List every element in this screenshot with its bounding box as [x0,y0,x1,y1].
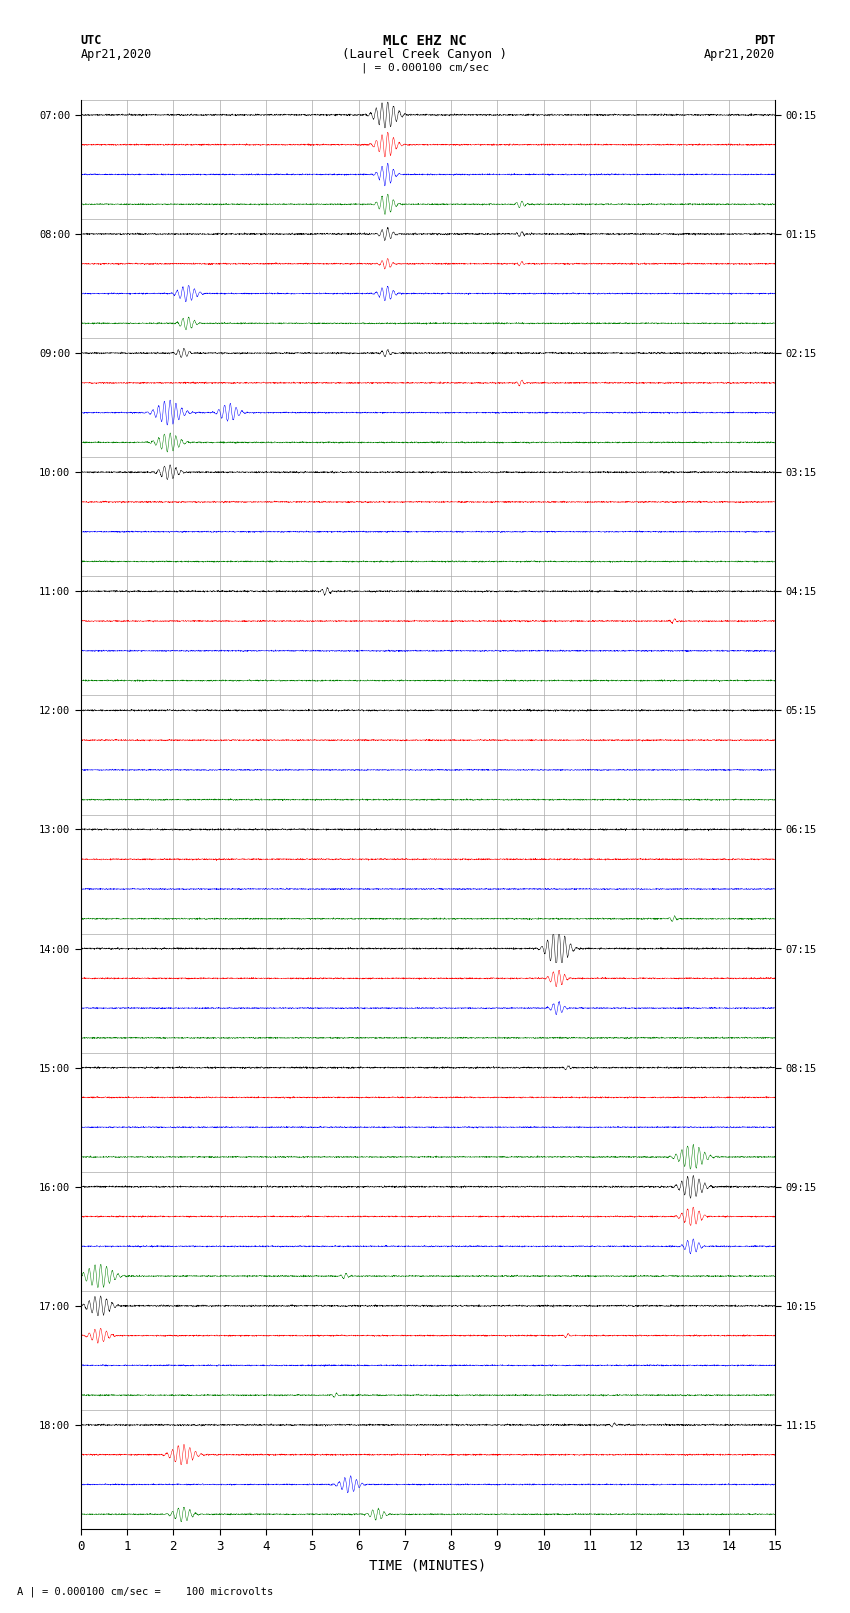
Text: PDT: PDT [754,34,775,47]
Text: | = 0.000100 cm/sec: | = 0.000100 cm/sec [361,63,489,74]
Text: A | = 0.000100 cm/sec =    100 microvolts: A | = 0.000100 cm/sec = 100 microvolts [17,1586,273,1597]
Text: Apr21,2020: Apr21,2020 [704,48,775,61]
Text: UTC: UTC [81,34,102,47]
Text: Apr21,2020: Apr21,2020 [81,48,152,61]
Text: (Laurel Creek Canyon ): (Laurel Creek Canyon ) [343,48,507,61]
X-axis label: TIME (MINUTES): TIME (MINUTES) [370,1558,486,1573]
Text: MLC EHZ NC: MLC EHZ NC [383,34,467,48]
